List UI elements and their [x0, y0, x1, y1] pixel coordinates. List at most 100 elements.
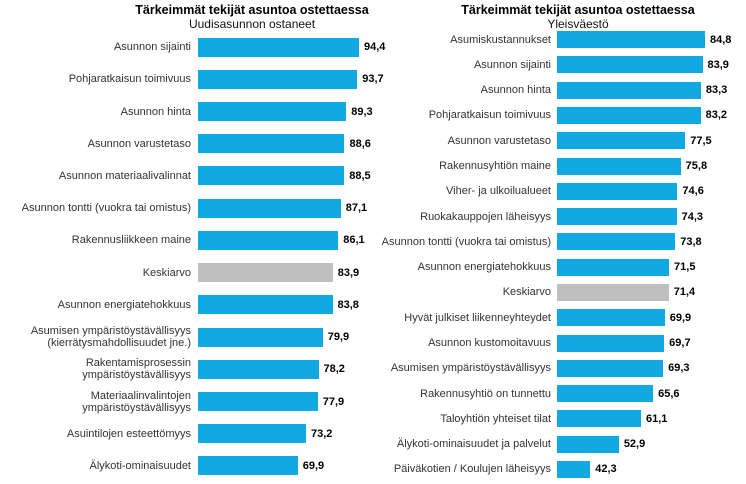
bar-track: 74,3	[557, 208, 746, 226]
value-label: 86,1	[343, 234, 365, 247]
bar-track: 61,1	[557, 410, 746, 428]
value-label: 87,1	[345, 202, 368, 215]
value-label: 61,1	[645, 412, 668, 425]
category-label: Taloyhtiön yhteiset tilat	[440, 412, 551, 425]
value-label: 88,5	[349, 169, 371, 182]
bar-track: 87,1	[198, 198, 373, 218]
bar-track: 93,7	[198, 69, 384, 89]
category-label: Asunnon hinta	[480, 84, 551, 97]
value-label: 71,4	[673, 286, 696, 299]
bar-row: Asunnon varustetaso 77,5	[378, 128, 746, 153]
value-bar	[198, 102, 347, 122]
value-label: 89,3	[351, 105, 373, 118]
category-label: Asunnon kustomoitavuus	[428, 337, 551, 350]
value-label: 65,6	[658, 387, 680, 400]
value-label: 84,8	[709, 33, 732, 46]
category-label: Asunnon materiaalivalinnat	[58, 169, 191, 182]
bar-track: 77,9	[198, 392, 373, 412]
category-label: Asunnon varustetaso	[447, 134, 551, 147]
category-label: Älykoti-ominaisuudet	[89, 459, 192, 472]
value-bar	[557, 132, 686, 150]
bar-row: Asunnon materiaalivalinnat 88,5	[0, 160, 378, 192]
bar-row: Rakennusyhtiön maine 75,8	[378, 153, 746, 178]
bar-track: 73,8	[557, 233, 746, 251]
bar-track: 88,6	[198, 134, 373, 154]
value-label: 94,4	[364, 41, 386, 54]
bar-track: 88,5	[198, 166, 373, 186]
category-label: Asunnon sijainti	[113, 41, 191, 54]
category-label: Asunnon varustetaso	[87, 137, 191, 150]
value-label: 83,2	[705, 109, 728, 122]
bar-row: Asunnon sijainti 83,9	[378, 52, 746, 77]
value-bar	[198, 69, 358, 89]
bar-track: 73,2	[198, 424, 373, 444]
value-bar	[557, 283, 669, 301]
value-bar	[198, 230, 339, 250]
value-label: 93,7	[362, 73, 384, 86]
value-bar	[557, 208, 677, 226]
value-bar	[557, 359, 664, 377]
value-bar	[198, 456, 298, 476]
value-bar	[557, 410, 641, 428]
bar-track: 83,9	[198, 263, 373, 283]
bar-row: Asuintilojen esteettömyys 73,2	[0, 418, 378, 450]
bar-row: Ruokakauppojen läheisyys 74,3	[378, 204, 746, 229]
bar-row: Älykoti-ominaisuudet 69,9	[0, 450, 378, 482]
value-bar	[557, 385, 654, 403]
bar-row: Rakennusliikkeen maine 86,1	[0, 224, 378, 256]
bar-track: 83,2	[557, 106, 746, 124]
bar-track: 75,8	[557, 157, 746, 175]
category-label: Viher- ja ulkoilualueet	[446, 185, 551, 198]
value-bar	[198, 424, 306, 444]
bar-track: 94,4	[198, 37, 385, 57]
bar-row: Asunnon kustomoitavuus 69,7	[378, 330, 746, 355]
bar-track: 69,3	[557, 359, 746, 377]
chart-subtitle: Yleisväestö	[547, 17, 609, 31]
value-bar	[557, 460, 591, 478]
bar-track: 83,3	[557, 81, 746, 99]
value-label: 83,3	[705, 84, 728, 97]
category-label: Älykoti-ominaisuudet ja palvelut	[396, 438, 551, 451]
bar-row: Asunnon hinta 83,3	[378, 78, 746, 103]
bar-row: Viher- ja ulkoilualueet 74,6	[378, 179, 746, 204]
bar-row: Asunnon varustetaso 88,6	[0, 128, 378, 160]
bar-track: 74,6	[557, 182, 746, 200]
bar-row: Asumisen ympäristöystävällisyys 69,3	[378, 356, 746, 381]
bar-track: 69,7	[557, 334, 746, 352]
value-bar	[198, 166, 345, 186]
value-label: 83,9	[707, 58, 729, 71]
average-bar-row: Keskiarvo 83,9	[0, 257, 378, 289]
bar-track: 78,2	[198, 359, 373, 379]
bar-track: 65,6	[557, 385, 746, 403]
bar-row: Pohjaratkaisun toimivuus 93,7	[0, 63, 384, 95]
bar-rows: Asumiskustannukset 84,8 Asunnon sijainti…	[378, 27, 746, 482]
value-label: 69,7	[669, 337, 691, 350]
value-label: 77,9	[322, 395, 345, 408]
value-bar	[557, 31, 705, 49]
bar-row: Hyvät julkiset liikenneyhteydet 69,9	[378, 305, 746, 330]
bar-row: Materiaalinvalintojen ympäristöystävälli…	[0, 385, 378, 417]
value-label: 74,6	[682, 185, 704, 198]
category-label: Asunnon energiatehokkuus	[57, 298, 191, 311]
bar-track: 83,9	[557, 56, 746, 74]
value-bar	[557, 309, 665, 327]
bar-row: Asunnon tontti (vuokra tai omistus) 73,8	[378, 229, 746, 254]
bar-row: Pohjaratkaisun toimivuus 83,2	[378, 103, 746, 128]
value-bar	[198, 359, 319, 379]
category-label: Asumiskustannukset	[450, 33, 551, 46]
value-bar	[198, 392, 318, 412]
bar-row: Asumisen ympäristöystävällisyys (kierrät…	[0, 321, 378, 353]
category-label: Keskiarvo	[142, 266, 191, 279]
value-label: 75,8	[685, 160, 708, 173]
bar-row: Asunnon sijainti 94,4	[0, 31, 385, 63]
category-label: Asunnon hinta	[120, 105, 191, 118]
bar-row: Asunnon energiatehokkuus 83,8	[0, 289, 378, 321]
bar-track: 83,8	[198, 295, 373, 315]
value-label: 83,8	[337, 298, 359, 311]
bar-track: 69,9	[198, 456, 373, 476]
value-label: 69,3	[668, 362, 690, 375]
category-label: Asunnon sijainti	[473, 58, 551, 71]
chart-subtitle: Uudisasunnon ostaneet	[188, 17, 316, 31]
category-label: Pohjaratkaisun toimivuus	[68, 73, 191, 86]
